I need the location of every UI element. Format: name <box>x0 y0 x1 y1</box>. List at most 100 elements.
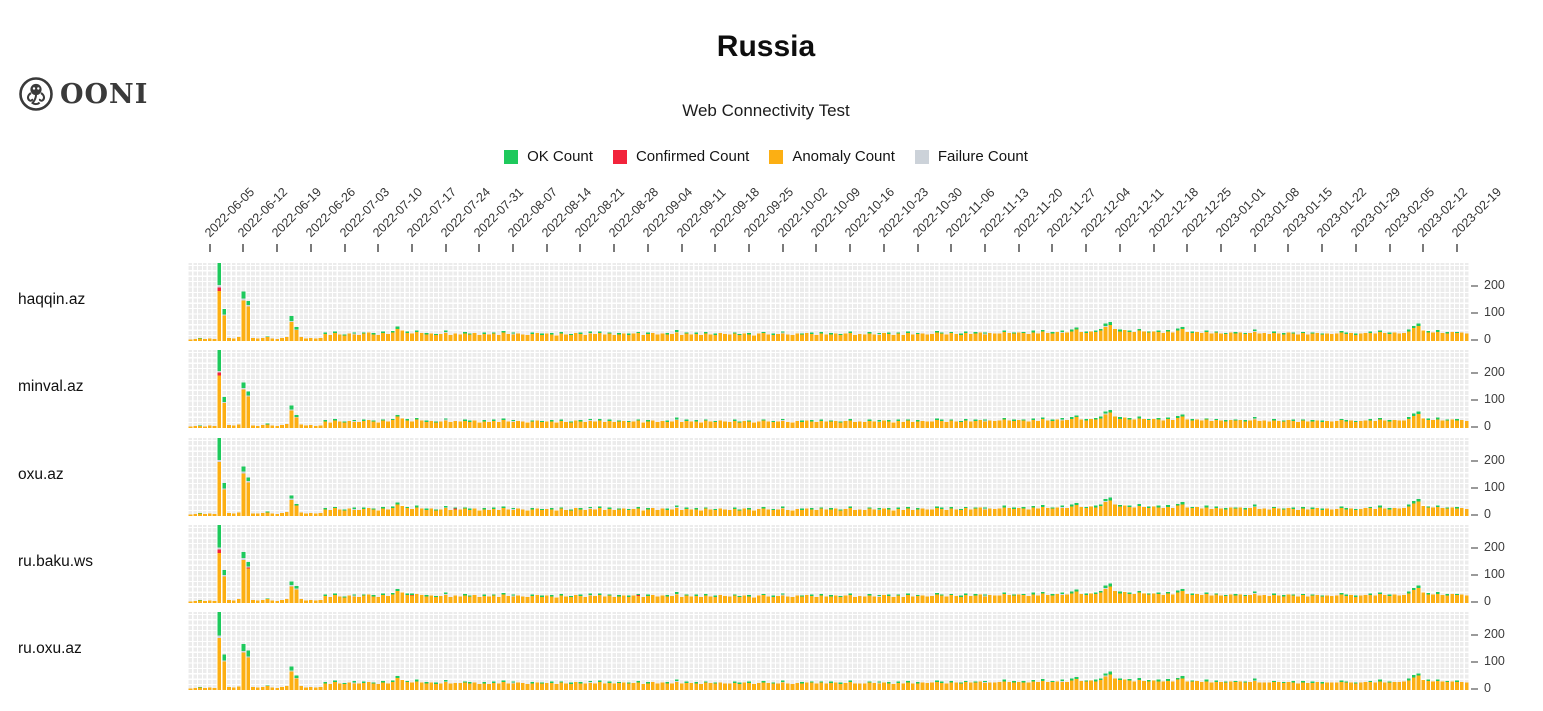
legend-label-ok: OK Count <box>527 148 593 165</box>
legend-item-failure: Failure Count <box>914 148 1028 165</box>
week-tick <box>1455 244 1458 252</box>
row-label-ru-baku-ws: ru.baku.ws <box>18 553 93 570</box>
week-tick <box>444 244 447 252</box>
week-tick <box>1321 244 1324 252</box>
ooni-brand: OONI <box>18 76 148 112</box>
y-tick-label: 200 <box>1484 539 1505 554</box>
y-tick-label: 0 <box>1484 419 1491 434</box>
week-tick <box>242 244 245 252</box>
week-tick <box>1085 244 1088 252</box>
legend-item-anomaly: Anomaly Count <box>769 148 895 165</box>
y-tick-mark <box>1471 600 1478 603</box>
week-tick <box>545 244 548 252</box>
week-tick <box>984 244 986 252</box>
ooni-octopus-icon <box>19 77 53 111</box>
week-tick <box>646 244 649 252</box>
y-tick-mark <box>1471 546 1478 549</box>
y-tick-mark <box>1471 372 1478 375</box>
legend-item-confirmed: Confirmed Count <box>612 148 749 165</box>
failure-swatch-icon <box>914 149 929 164</box>
anomaly-swatch-icon <box>769 149 784 164</box>
bars-ru.baku.ws <box>188 524 1469 603</box>
chart-subtitle: Web Connectivity Test <box>682 101 850 120</box>
y-tick-label: 200 <box>1484 278 1505 292</box>
week-tick <box>748 244 751 252</box>
legend-item-ok: OK Count <box>504 148 593 165</box>
y-tick-mark <box>1471 285 1478 287</box>
week-tick <box>1051 244 1054 252</box>
legend-label-anomaly: Anomaly Count <box>792 148 895 165</box>
row-label-oxu-az: oxu.az <box>18 466 64 483</box>
y-tick-label: 100 <box>1484 479 1505 494</box>
week-tick <box>1287 244 1290 252</box>
week-tick <box>276 244 279 252</box>
panel-haqqin.az <box>188 263 1469 341</box>
y-tick-mark <box>1471 426 1478 429</box>
week-tick <box>815 244 818 252</box>
week-tick <box>377 244 380 252</box>
week-tick <box>1017 244 1020 252</box>
grid-horizontal <box>188 264 1469 341</box>
week-tick <box>613 244 616 252</box>
y-tick-label: 100 <box>1484 566 1505 581</box>
grid-vertical <box>188 437 1469 516</box>
week-tick <box>680 244 683 252</box>
legend: OK Count Confirmed Count Anomaly Count F… <box>0 148 1532 165</box>
y-tick-label: 200 <box>1484 452 1505 467</box>
row-label-ru-oxu-az: ru.oxu.az <box>18 640 82 657</box>
row-label-minval-az: minval.az <box>18 378 84 395</box>
y-tick-mark <box>1471 459 1478 462</box>
y-tick-mark <box>1471 486 1478 489</box>
week-tick <box>714 244 717 252</box>
y-tick-label: 100 <box>1484 392 1505 407</box>
grid-vertical <box>188 263 1469 341</box>
y-tick-mark <box>1471 634 1478 636</box>
bars-minval.az <box>188 350 1469 429</box>
y-tick-label: 200 <box>1484 627 1505 641</box>
week-tick <box>950 244 953 252</box>
week-tick <box>309 244 312 252</box>
week-tick <box>1152 244 1155 252</box>
week-tick <box>1118 244 1121 252</box>
panel-ru.oxu.az <box>188 612 1469 690</box>
bars-ru.oxu.az <box>188 612 1469 690</box>
y-tick-mark <box>1471 661 1478 663</box>
confirmed-swatch-icon <box>612 149 627 164</box>
legend-label-failure: Failure Count <box>937 148 1028 165</box>
week-tick <box>849 244 852 252</box>
y-tick-label: 100 <box>1484 654 1505 668</box>
grid-vertical <box>188 612 1469 690</box>
grid-horizontal <box>188 439 1469 516</box>
bars-haqqin.az <box>188 263 1469 341</box>
y-tick-label: 0 <box>1484 332 1491 346</box>
week-tick <box>1422 244 1425 252</box>
grid-horizontal <box>188 613 1469 690</box>
y-tick-label: 0 <box>1484 506 1491 521</box>
week-tick <box>579 244 582 252</box>
bars-oxu.az <box>188 437 1469 516</box>
week-tick <box>478 244 481 252</box>
panel-oxu.az <box>188 437 1469 516</box>
week-tick <box>208 244 211 252</box>
row-label-haqqin-az: haqqin.az <box>18 291 86 308</box>
panel-minval.az <box>188 350 1469 429</box>
chart-title: Russia <box>716 30 816 63</box>
y-tick-mark <box>1471 513 1478 516</box>
week-tick <box>1219 244 1222 252</box>
week-tick <box>1354 244 1357 252</box>
y-tick-mark <box>1471 399 1478 402</box>
panel-ru.baku.ws <box>188 524 1469 603</box>
y-tick-mark <box>1471 312 1478 314</box>
grid-vertical <box>188 524 1469 603</box>
y-tick-label: 0 <box>1484 681 1491 695</box>
y-tick-label: 100 <box>1484 305 1505 319</box>
y-tick-label: 200 <box>1484 365 1505 380</box>
week-tick <box>1253 244 1256 252</box>
week-tick <box>343 244 346 252</box>
ok-swatch-icon <box>504 149 519 164</box>
y-tick-mark <box>1471 339 1478 341</box>
week-tick <box>512 244 515 252</box>
y-tick-mark <box>1471 688 1478 690</box>
week-tick <box>1186 244 1189 252</box>
